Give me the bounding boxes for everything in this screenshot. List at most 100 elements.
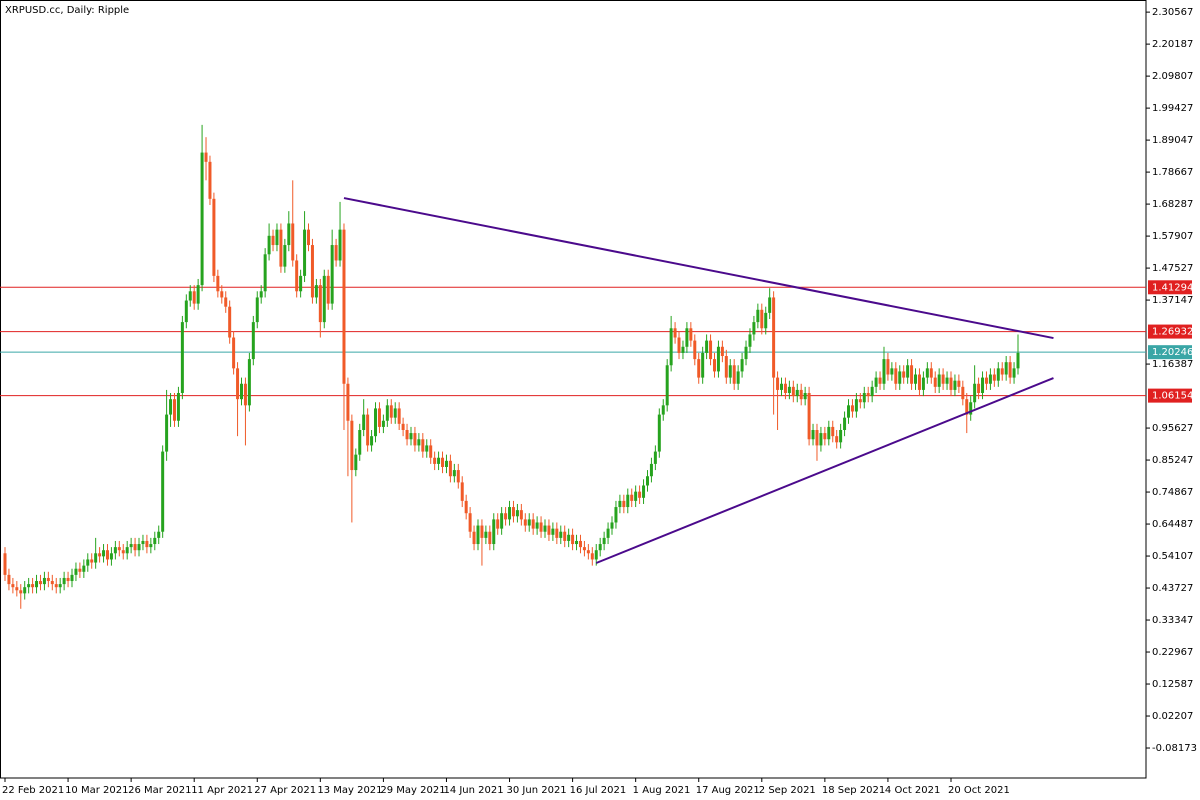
candle-body [208,161,212,199]
level-label-box [1148,345,1192,360]
candle-body [232,337,236,369]
y-tick-label: 1.37147 [1152,295,1193,306]
candle-body [894,368,898,384]
candle-body [354,454,358,471]
candle-body [661,405,665,415]
candle-body [827,426,831,440]
candle-body [263,254,267,292]
candle-body [795,389,799,397]
candle-body [228,306,232,338]
candle-body [105,550,109,560]
candle-body [508,507,512,520]
candle-body [799,389,803,400]
candle-body [192,291,196,304]
candle-body [653,451,657,464]
candle-body [165,414,169,452]
candle-body [988,374,992,384]
candle-body [977,383,981,394]
candle-body [669,328,673,366]
candle-body [1000,368,1004,375]
x-tick-label: 30 Jun 2021 [507,785,567,796]
y-tick-label: -0.08173 [1152,743,1197,754]
candle-body [169,399,173,415]
x-tick-label: 29 May 2021 [380,785,445,796]
candle-body [295,260,299,292]
candle-body [204,152,208,162]
candle-body [437,457,441,464]
y-tick-label: 0.54107 [1152,551,1193,562]
candle-body [590,553,594,560]
candle-body [819,433,823,446]
candle-body [224,297,228,307]
candle-body [464,500,468,514]
candle-body [161,451,165,532]
candle-body [582,547,586,551]
candle-body [862,393,866,403]
candle-body [559,531,563,538]
candle-body [433,457,437,464]
candle-body [3,553,7,575]
candle-body [602,537,606,545]
candle-body [82,565,86,572]
candle-body [705,340,709,353]
candle-body [732,365,736,384]
trend-line [343,197,1054,340]
candle-body [90,559,94,563]
candle-body [981,377,985,394]
candle-body [113,547,117,554]
candle-body [858,399,862,403]
y-tick-label: 0.33347 [1152,615,1193,626]
candle-body [783,383,787,394]
candle-body [255,297,259,323]
candle-body [539,522,543,532]
candle-body [756,309,760,323]
candle-body [657,414,661,452]
candle-body [1016,352,1020,369]
candle-body [681,346,685,353]
candle-body [78,568,82,572]
candle-body [886,359,890,375]
x-tick-label: 14 Jun 2021 [443,785,503,796]
candle-body [220,291,224,298]
candle-body [236,368,240,400]
candle-body [492,519,496,545]
candle-body [425,445,429,452]
candle-body [984,377,988,384]
y-tick-label: 0.43727 [1152,583,1193,594]
candle-body [413,433,417,446]
candle-body [752,322,756,335]
candle-body [267,235,271,255]
candle-body [807,393,811,440]
y-tick-label: 1.57907 [1152,231,1193,242]
candle-body [843,417,847,430]
x-tick-label: 26 Mar 2021 [128,785,191,796]
candle-body [760,309,764,329]
candle-body [19,590,23,594]
candle-body [216,275,220,292]
candle-body [847,405,851,418]
candle-body [772,297,776,378]
candle-body [456,470,460,483]
candle-body [149,544,153,548]
candle-body [350,420,354,471]
candle-body [421,439,425,452]
candle-body [66,577,70,582]
candle-body [701,352,705,378]
candle-body [472,531,476,545]
candle-body [500,513,504,529]
level-label: 1.41294 [1152,282,1193,293]
candle-body [586,550,590,554]
candle-body [598,544,602,551]
plot-frame [0,0,1147,779]
y-tick-label: 0.85247 [1152,455,1193,466]
candle-body [882,359,886,384]
x-tick-label: 1 Aug 2021 [633,785,691,796]
candle-body [504,513,508,520]
candle-body [74,568,78,575]
candle-body [129,544,133,548]
candle-body [748,334,752,347]
candle-body [480,525,484,538]
candle-body [496,519,500,529]
candle-body [645,476,649,486]
